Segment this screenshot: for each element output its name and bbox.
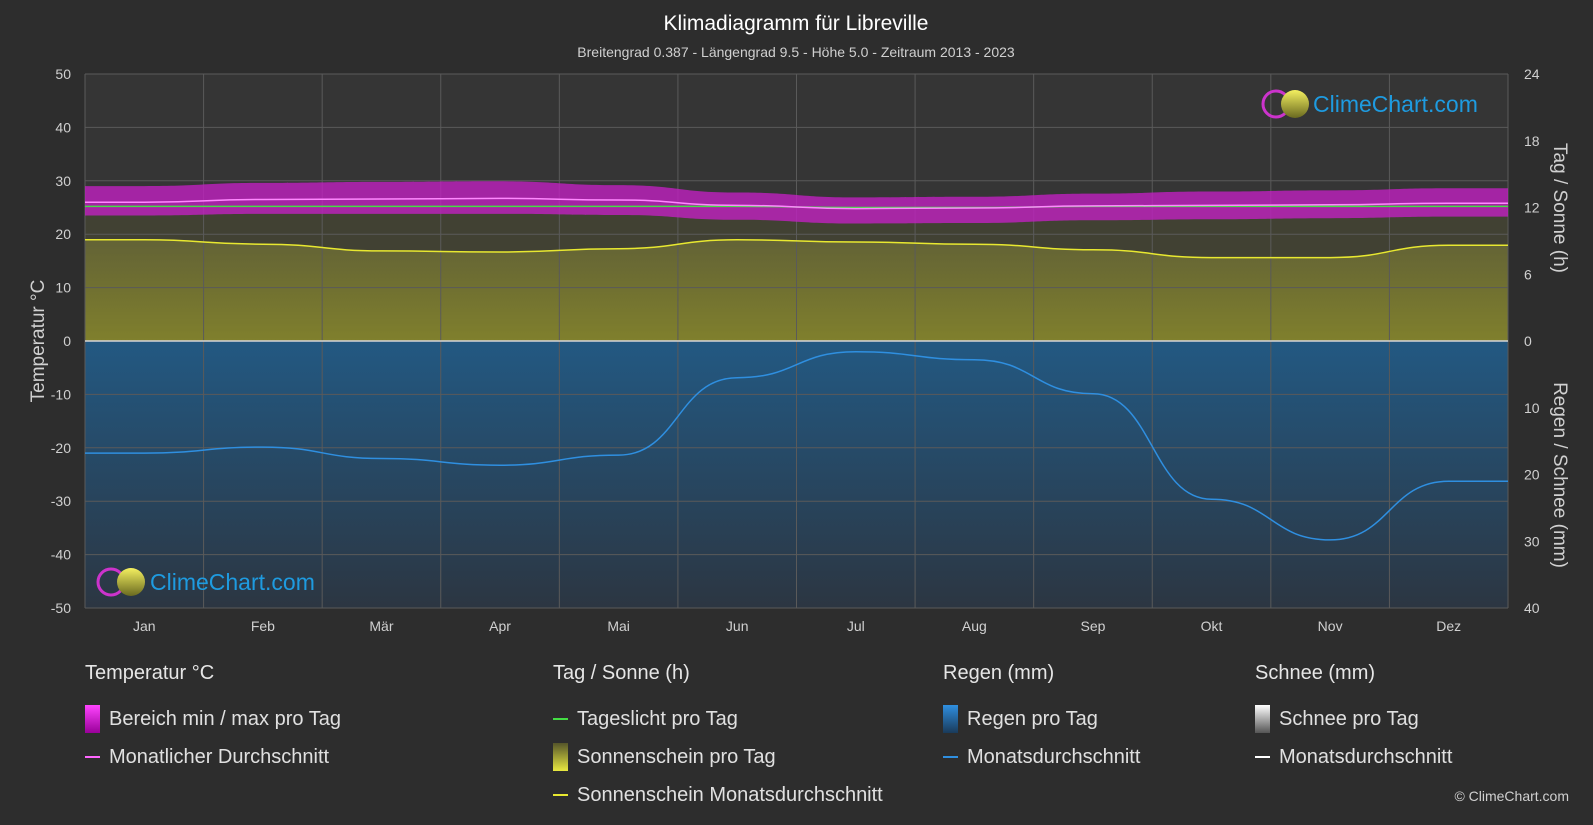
x-tick-label: Jan [133,618,156,634]
logo-sun-icon [117,568,145,596]
left-tick-label: -20 [51,440,71,456]
legend-item: Bereich min / max pro Tag [85,700,341,738]
sunshine-mean-line [85,239,1508,259]
left-tick-label: -30 [51,493,71,509]
legend-swatch [1255,705,1270,733]
right-bottom-tick-label: 40 [1524,600,1540,616]
right-bottom-tick-label: 10 [1524,400,1540,416]
legend-swatch [553,718,568,720]
legend-label: Tageslicht pro Tag [577,707,738,730]
left-tick-label: 50 [55,66,71,82]
right-top-tick-label: 12 [1524,200,1540,216]
legend-label: Regen pro Tag [967,707,1098,730]
left-tick-label: 30 [55,173,71,189]
right-bottom-tick-label: 30 [1524,533,1540,549]
legend-label: Bereich min / max pro Tag [109,707,341,730]
x-tick-label: Dez [1436,618,1461,634]
right-bottom-tick-label: 20 [1524,467,1540,483]
logo-top: ClimeChart.com [1261,89,1478,119]
chart-subtitle: Breitengrad 0.387 - Längengrad 9.5 - Höh… [577,44,1015,60]
logo-sun-icon [1281,90,1309,118]
legend-label: Monatsdurchschnitt [967,745,1141,768]
right-top-tick-label: 24 [1524,66,1540,82]
legend-item: Regen pro Tag [943,700,1140,738]
legend-label: Monatlicher Durchschnitt [109,745,330,768]
legend-title: Schnee (mm) [1255,662,1376,684]
legend-label: Schnee pro Tag [1279,707,1419,730]
x-tick-label: Mai [607,618,630,634]
legend-swatch [85,705,100,733]
axis-ticks: 50 40 30 20 10 0 -10 -20 -30 -40 -50 24 18 12 6 0 10 20 30… [51,66,1540,634]
logo-text: ClimeChart.com [150,569,315,595]
left-tick-label: -40 [51,547,71,563]
right-top-tick-label: 0 [1524,333,1532,349]
legend-item: Monatlicher Durchschnitt [85,738,341,776]
legend-group-temperature: Temperatur °C Bereich min / max pro Tag … [85,662,341,776]
logo-bottom: ClimeChart.com [96,567,315,597]
legend-swatch [85,756,100,758]
left-tick-label: 40 [55,119,71,135]
logo-text: ClimeChart.com [1313,91,1478,117]
x-tick-label: Jul [847,618,865,634]
legend-title: Regen (mm) [943,662,1055,684]
temperature-range-fill [85,181,1508,224]
legend-label: Sonnenschein Monatsdurchschnitt [577,783,883,806]
climate-chart: Klimadiagramm für Libreville Breitengrad… [28,12,1570,634]
left-axis-label: Temperatur °C [28,280,49,403]
legend-swatch [1255,756,1270,758]
left-tick-label: -50 [51,600,71,616]
right-top-axis-label: Tag / Sonne (h) [1549,143,1570,273]
x-tick-label: Apr [489,618,511,634]
x-tick-label: Sep [1080,618,1105,634]
legend-group-snow: Schnee (mm) Schnee pro Tag Monatsdurchsc… [1255,662,1452,776]
x-tick-label: Jun [726,618,749,634]
series-lines [85,197,1508,541]
right-bottom-axis-label: Regen / Schnee (mm) [1549,382,1570,568]
x-tick-label: Feb [251,618,275,634]
legend-swatch [943,705,958,733]
legend-title: Temperatur °C [85,662,215,684]
x-tick-label: Nov [1318,618,1343,634]
temperature-mean-line [85,197,1508,210]
left-tick-label: 10 [55,280,71,296]
x-tick-label: Mär [369,618,393,634]
left-tick-label: -10 [51,386,71,402]
legend-item: Sonnenschein pro Tag [553,738,883,776]
x-tick-label: Aug [962,618,987,634]
chart-title: Klimadiagramm für Libreville [664,12,929,35]
copyright: © ClimeChart.com [1454,788,1569,804]
legend-item: Sonnenschein Monatsdurchschnitt [553,776,883,814]
legend-item: Schnee pro Tag [1255,700,1452,738]
legend-item: Monatsdurchschnitt [1255,738,1452,776]
left-tick-label: 20 [55,226,71,242]
left-tick-label: 0 [63,333,71,349]
legend-label: Monatsdurchschnitt [1279,745,1453,768]
right-top-tick-label: 6 [1524,266,1532,282]
temperature-range-band [85,181,1508,224]
x-tick-label: Okt [1201,618,1223,634]
legend-swatch [553,794,568,796]
legend-group-sun: Tag / Sonne (h) Tageslicht pro Tag Sonne… [553,662,883,814]
legend-title: Tag / Sonne (h) [553,662,690,684]
rain-mean-line [85,350,1508,541]
legend-swatch [553,743,568,771]
right-top-tick-label: 18 [1524,133,1540,149]
legend-swatch [943,756,958,758]
legend-item: Monatsdurchschnitt [943,738,1140,776]
legend-group-rain: Regen (mm) Regen pro Tag Monatsdurchschn… [943,662,1140,776]
legend-item: Tageslicht pro Tag [553,700,883,738]
legend-label: Sonnenschein pro Tag [577,745,776,768]
